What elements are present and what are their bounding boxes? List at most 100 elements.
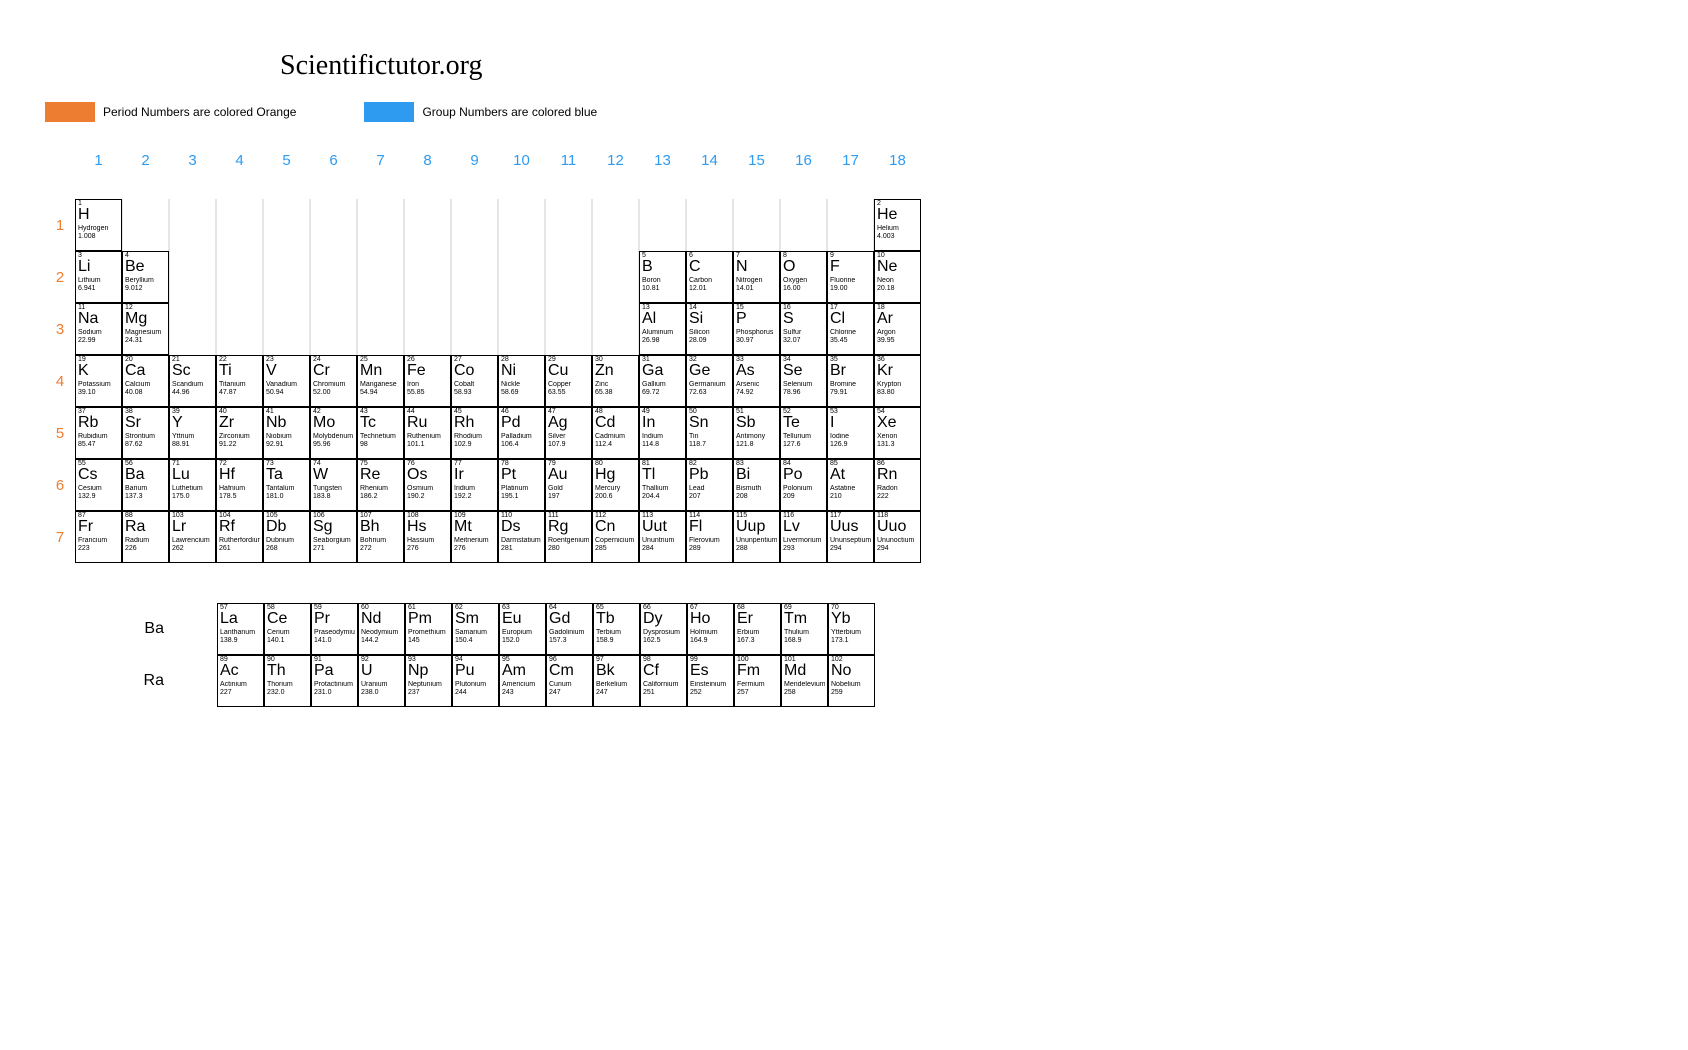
- orange-swatch: [45, 102, 95, 122]
- element-cell: 17ClChlorine35.45: [827, 303, 874, 355]
- atomic-mass: 276: [454, 545, 495, 553]
- element-name: Zirconium: [219, 433, 260, 441]
- element-name: Silver: [548, 433, 589, 441]
- element-name: Nobelium: [831, 681, 872, 689]
- blank-cell: [216, 199, 263, 251]
- atomic-mass: 173.1: [831, 637, 872, 645]
- element-symbol: Cu: [548, 363, 589, 381]
- element-cell: 34SeSelenium78.96: [780, 355, 827, 407]
- group-number: 1: [75, 152, 122, 199]
- element-symbol: P: [736, 311, 777, 329]
- element-cell: 5BBoron10.81: [639, 251, 686, 303]
- atomic-mass: 44.96: [172, 389, 213, 397]
- fblock-spacer: [170, 603, 217, 655]
- element-cell: 8OOxygen16.00: [780, 251, 827, 303]
- blank-cell: [780, 199, 827, 251]
- element-cell: 24CrChromium52.00: [310, 355, 357, 407]
- element-symbol: Eu: [502, 611, 543, 629]
- atomic-mass: 226: [125, 545, 166, 553]
- element-symbol: Pr: [314, 611, 355, 629]
- atomic-mass: 85.47: [78, 441, 119, 449]
- group-number: 5: [263, 152, 310, 199]
- blank-cell: [122, 199, 169, 251]
- element-name: Calcium: [125, 381, 166, 389]
- element-cell: 106SgSeaborgium271: [310, 511, 357, 563]
- element-name: Ununtrium: [642, 537, 683, 545]
- element-name: Niobium: [266, 433, 307, 441]
- element-name: Promethium: [408, 629, 449, 637]
- element-name: Titanium: [219, 381, 260, 389]
- group-number: 15: [733, 152, 780, 199]
- element-name: Vanadium: [266, 381, 307, 389]
- blank-cell: [451, 303, 498, 355]
- group-number: 6: [310, 152, 357, 199]
- element-cell: 33AsArsenic74.92: [733, 355, 780, 407]
- element-name: Bromine: [830, 381, 871, 389]
- atomic-mass: 65.38: [595, 389, 636, 397]
- element-symbol: Yb: [831, 611, 872, 629]
- element-cell: 84PoPolonium209: [780, 459, 827, 511]
- element-name: Praseodymium: [314, 629, 355, 637]
- element-symbol: Te: [783, 415, 824, 433]
- element-cell: 40ZrZirconium91.22: [216, 407, 263, 459]
- element-name: Xenon: [877, 433, 918, 441]
- element-symbol: B: [642, 259, 683, 277]
- element-symbol: Ca: [125, 363, 166, 381]
- group-number: 4: [216, 152, 263, 199]
- element-cell: 108HsHassium276: [404, 511, 451, 563]
- element-cell: 59PrPraseodymium141.0: [311, 603, 358, 655]
- element-cell: 60NdNeodymium144.2: [358, 603, 405, 655]
- group-number: 7: [357, 152, 404, 199]
- element-name: Arsenic: [736, 381, 777, 389]
- element-symbol: Cs: [78, 467, 119, 485]
- element-name: Einsteinium: [690, 681, 731, 689]
- element-cell: 98CfCalifornium251: [640, 655, 687, 707]
- element-symbol: Fm: [737, 663, 778, 681]
- atomic-mass: 200.6: [595, 493, 636, 501]
- atomic-mass: 39.10: [78, 389, 119, 397]
- element-cell: 83BiBismuth208: [733, 459, 780, 511]
- blank-cell: [216, 251, 263, 303]
- element-symbol: Rh: [454, 415, 495, 433]
- element-cell: 54XeXenon131.3: [874, 407, 921, 459]
- atomic-mass: 72.63: [689, 389, 730, 397]
- period-number: 7: [45, 511, 75, 563]
- blank-cell: [451, 199, 498, 251]
- element-symbol: Sb: [736, 415, 777, 433]
- element-cell: 104RfRutherfordium261: [216, 511, 263, 563]
- blank-cell: [592, 199, 639, 251]
- atomic-mass: 98: [360, 441, 401, 449]
- element-symbol: Bk: [596, 663, 637, 681]
- element-cell: 47AgSilver107.9: [545, 407, 592, 459]
- atomic-mass: 271: [313, 545, 354, 553]
- blank-cell: [404, 199, 451, 251]
- atomic-mass: 244: [455, 689, 496, 697]
- atomic-mass: 222: [877, 493, 918, 501]
- atomic-mass: 112.4: [595, 441, 636, 449]
- element-name: Lead: [689, 485, 730, 493]
- element-symbol: At: [830, 467, 871, 485]
- atomic-mass: 247: [596, 689, 637, 697]
- element-name: Nickle: [501, 381, 542, 389]
- atomic-mass: 54.94: [360, 389, 401, 397]
- atomic-mass: 118.7: [689, 441, 730, 449]
- atomic-mass: 288: [736, 545, 777, 553]
- element-cell: 28NiNickle58.69: [498, 355, 545, 407]
- atomic-mass: 227: [220, 689, 261, 697]
- element-symbol: Nb: [266, 415, 307, 433]
- element-symbol: La: [220, 611, 261, 629]
- atomic-mass: 74.92: [736, 389, 777, 397]
- element-cell: 75ReRhenium186.2: [357, 459, 404, 511]
- element-cell: 87FrFrancium223: [75, 511, 122, 563]
- element-symbol: Zn: [595, 363, 636, 381]
- atomic-mass: 102.9: [454, 441, 495, 449]
- element-symbol: K: [78, 363, 119, 381]
- atomic-mass: 197: [548, 493, 589, 501]
- element-cell: 110DsDarmstatium281: [498, 511, 545, 563]
- element-name: Ytterbium: [831, 629, 872, 637]
- element-cell: 19KPotassium39.10: [75, 355, 122, 407]
- element-name: Tellurium: [783, 433, 824, 441]
- blank-cell: [404, 303, 451, 355]
- element-cell: 76OsOsmium190.2: [404, 459, 451, 511]
- element-name: Tungsten: [313, 485, 354, 493]
